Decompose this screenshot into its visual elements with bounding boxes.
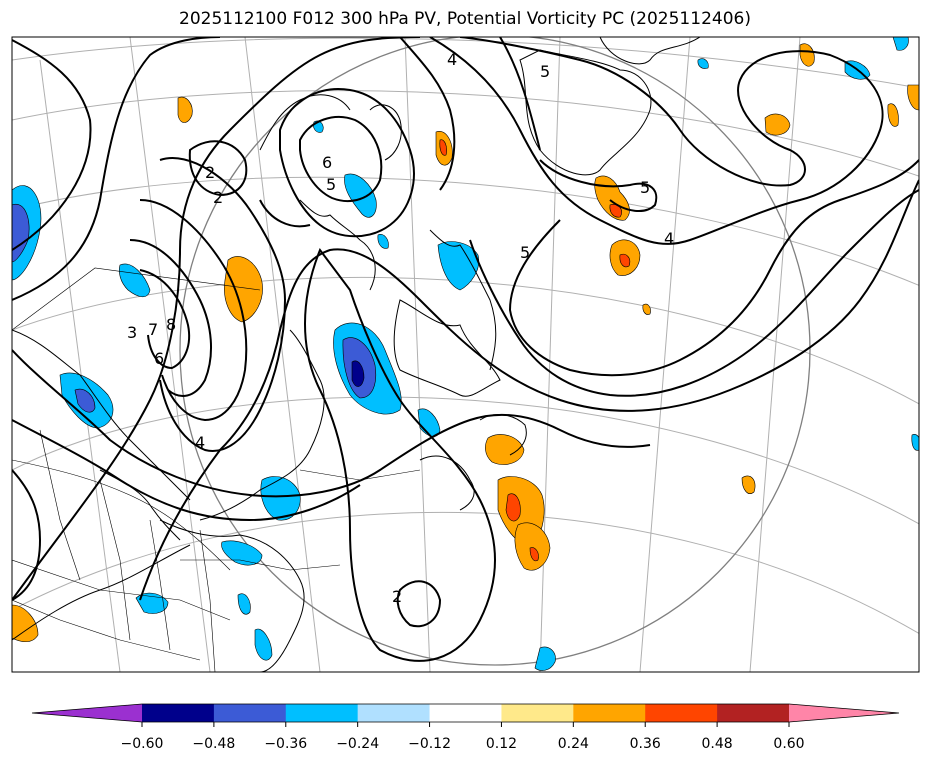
colorbar-bin xyxy=(213,704,287,722)
contour-label: 5 xyxy=(640,178,650,197)
colorbar-tick-label: −0.48 xyxy=(192,736,235,752)
colorbar-bin xyxy=(357,704,431,722)
colorbar-bin xyxy=(285,704,359,722)
contour-label: 2 xyxy=(205,163,215,182)
contour-label: 4 xyxy=(447,50,457,69)
contour-labels: 4 5 5 6 5 2 2 3 7 8 6 4 5 4 2 xyxy=(127,50,674,606)
contour-label: 5 xyxy=(326,175,336,194)
contour-label: 4 xyxy=(664,229,674,248)
contour-label: 6 xyxy=(322,153,332,172)
colorbar-tick-label: −0.36 xyxy=(264,736,307,752)
contour-label: 5 xyxy=(520,243,530,262)
positive-pv-shading xyxy=(12,43,919,643)
contour-label: 5 xyxy=(540,62,550,81)
colorbar-over-triangle xyxy=(789,704,899,722)
colorbar-bin xyxy=(429,704,502,722)
colorbar-bin xyxy=(573,704,646,722)
colorbar-tick-label: −0.24 xyxy=(336,736,379,752)
contour-label: 6 xyxy=(154,349,164,368)
contour-label: 8 xyxy=(166,315,176,334)
projection-circle xyxy=(179,37,811,666)
map-frame xyxy=(11,36,920,673)
contour-label: 3 xyxy=(127,323,137,342)
colorbar-tick-label: 0.48 xyxy=(702,736,733,752)
colorbar-tick-label: 0.24 xyxy=(558,736,589,752)
colorbar-bin xyxy=(142,704,215,722)
colorbar: −0.60 −0.48 −0.36 −0.24 −0.12 0.12 0.24 0.36 0.4… xyxy=(31,703,900,752)
graticule xyxy=(12,37,919,672)
colorbar-bin xyxy=(645,704,718,722)
state-borders xyxy=(12,267,421,672)
colorbar-under-triangle xyxy=(32,704,142,722)
contour-label: 2 xyxy=(213,188,223,207)
colorbar-tick-label: 0.36 xyxy=(630,736,661,752)
colorbar-tick-label: 0.12 xyxy=(486,736,517,752)
colorbar-tick-label: −0.12 xyxy=(408,736,451,752)
colorbar-bin xyxy=(501,704,574,722)
colorbar-tick-label: 0.60 xyxy=(773,736,804,752)
map-title: 2025112100 F012 300 hPa PV, Potential Vo… xyxy=(179,9,751,29)
contour-label: 2 xyxy=(392,587,402,606)
colorbar-tick-label: −0.60 xyxy=(121,736,164,752)
contour-label: 7 xyxy=(148,320,158,339)
pv-contours xyxy=(12,37,919,662)
colorbar-bin xyxy=(717,704,790,722)
contour-label: 4 xyxy=(195,433,205,452)
